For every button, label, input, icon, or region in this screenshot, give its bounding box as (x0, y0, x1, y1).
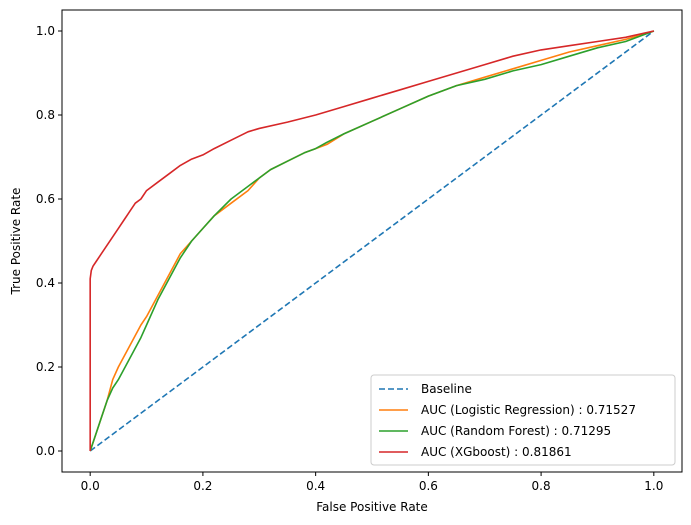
x-tick-label: 0.6 (419, 479, 438, 493)
series-line-3 (89, 30, 654, 451)
legend-label-1: AUC (Logistic Regression) : 0.71527 (421, 403, 636, 417)
y-tick-label: 0.4 (36, 276, 55, 290)
x-axis-label: False Positive Rate (316, 500, 428, 514)
x-axis: 0.0 0.2 0.4 0.6 0.8 1.0 (81, 472, 663, 493)
y-axis-label: True Positive Rate (9, 188, 23, 296)
legend-label-3: AUC (XGboost) : 0.81861 (421, 445, 572, 459)
legend-box (370, 374, 676, 466)
series-line-2 (89, 30, 655, 452)
x-tick-label: 0.4 (306, 479, 325, 493)
legend-label-2: AUC (Random Forest) : 0.71295 (421, 424, 611, 438)
plot-area (61, 9, 683, 473)
y-tick-label: 0.8 (36, 108, 55, 122)
x-tick-label: 0.2 (193, 479, 212, 493)
x-tick-label: 0.8 (532, 479, 551, 493)
y-axis: 0.0 0.2 0.4 0.6 0.8 1.0 (36, 24, 62, 458)
series-line-0 (89, 30, 655, 452)
x-tick-label: 1.0 (644, 479, 663, 493)
y-tick-label: 0.6 (36, 192, 55, 206)
legend: Baseline AUC (Logistic Regression) : 0.71… (370, 374, 676, 466)
y-tick-label: 1.0 (36, 24, 55, 38)
plot-frame (61, 9, 683, 473)
y-tick-label: 0.2 (36, 360, 55, 374)
legend-label-0: Baseline (421, 382, 472, 396)
series-layer (89, 30, 655, 452)
x-tick-label: 0.0 (81, 479, 100, 493)
y-tick-label: 0.0 (36, 444, 55, 458)
